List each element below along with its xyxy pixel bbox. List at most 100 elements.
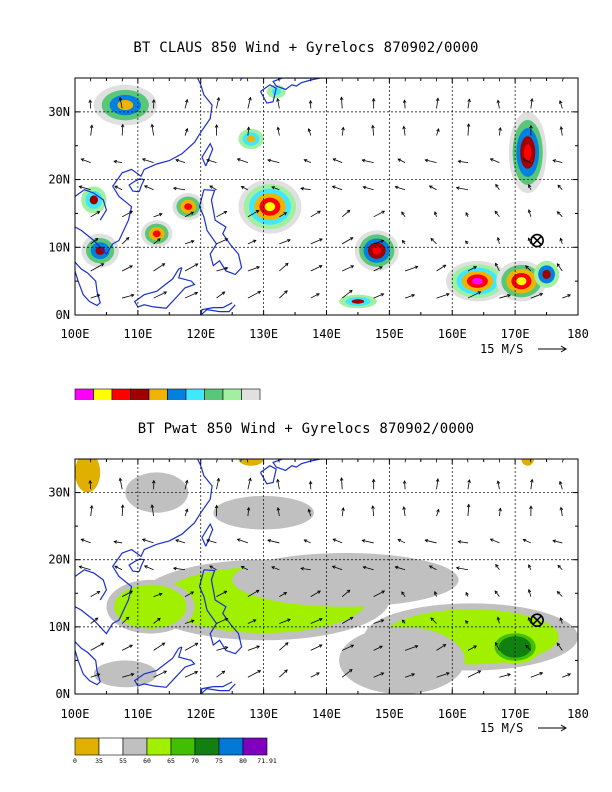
wind-arrow [310,617,323,624]
wind-arrow [271,566,280,571]
wind-arrow [494,590,500,597]
legend-label: 75 [215,757,223,765]
wind-arrow [397,538,406,544]
longitude-label: 100E [61,327,90,341]
wind-arrow [332,538,343,544]
wind-arrow [361,539,374,544]
wind-arrow [559,237,563,245]
legend-swatch [194,737,220,756]
field-blob [95,246,105,255]
wind-arrow [342,265,355,272]
wind-arrow [557,564,563,571]
wind-arrow [466,503,471,517]
wind-arrow [436,292,450,299]
longitude-label: 140E [312,707,341,721]
legend-swatch [98,737,124,756]
wind-arrow [436,264,447,272]
longitude-label: 140E [312,327,341,341]
wind-arrow [341,126,345,136]
wind-arrow [558,480,563,490]
wind-arrow [277,459,280,463]
wind-arrow [430,237,437,245]
wind-arrow [436,508,440,517]
wind-arrow [184,479,189,490]
coastline [200,302,236,315]
wind-arrow [401,239,406,245]
wind-arrow [150,123,155,136]
wind-arrow [300,566,311,571]
wind-arrow [206,539,217,544]
wind-arrow [184,619,195,624]
wind-arrow [527,616,532,624]
legend-swatch [74,737,100,756]
wind-arrow [184,98,189,109]
wind-arrow [424,158,437,164]
wind-arrow [78,565,91,571]
longitude-label: 100E [61,707,90,721]
wind-arrow [498,507,502,517]
wind-arrow [496,236,501,244]
wind-arrow [90,211,101,218]
wind-arrow [467,266,478,272]
wind-arrow [341,289,353,299]
wind-arrow [465,211,469,217]
field-blob [271,88,281,95]
wind-arrow [271,186,280,191]
field-blob [246,135,256,143]
wind-arrow [216,646,229,651]
wind-arrow [247,589,260,597]
grid-lines [75,459,578,694]
wind-arrow [373,590,386,597]
wind-arrow [267,539,280,544]
longitude-label: 170E [501,707,530,721]
wind-arrow [277,78,280,82]
legend-swatch [170,737,196,756]
wind-arrow [121,644,133,651]
wind-arrow [499,294,512,299]
wind-arrow [90,673,101,678]
wind-scale-arrow [538,724,567,732]
wind-arrow [121,590,134,597]
axis-ticks [74,458,579,695]
latitude-label: 10N [48,620,70,634]
wind-arrow [121,210,134,218]
wind-arrow [184,211,195,218]
wind-arrow [153,642,166,651]
color-legend: 188194200206218230242248254260265 [74,388,261,400]
wind-arrow [457,159,469,164]
wind-arrow [90,459,92,463]
latitude-label: 10N [48,240,70,254]
coastline [75,641,101,686]
field-blob [93,660,157,688]
longitude-label: 130E [249,707,278,721]
wind-arrow [530,478,534,490]
wind-arrow [496,480,501,490]
wind-arrow [310,265,323,272]
wind-arrow [310,459,312,463]
bottom-map-title: BT Pwat 850 Wind + Gyrelocs 870902/0000 [137,421,475,437]
wind-arrow [465,620,469,624]
wind-arrow [151,479,156,490]
wind-arrow [184,642,199,651]
wind-arrow [373,266,383,272]
wind-arrow [401,591,406,597]
wind-arrow [402,125,406,136]
wind-arrow [120,123,125,136]
coastline [198,189,243,276]
wind-arrow [559,126,564,136]
coastline [272,78,330,91]
wind-arrow [371,124,375,136]
field-blob [523,144,532,161]
wind-arrow [276,97,280,109]
wind-arrow [172,186,186,191]
wind-arrow [247,619,257,624]
longitude-label: 180 [567,707,589,721]
field-blob [516,277,527,286]
wind-arrow [216,210,228,218]
wind-arrow [279,642,289,651]
wind-arrow [428,565,437,571]
wind-arrows [78,78,572,299]
wind-arrow [216,266,229,272]
coastline [75,78,213,256]
wind-arrow [78,185,91,191]
